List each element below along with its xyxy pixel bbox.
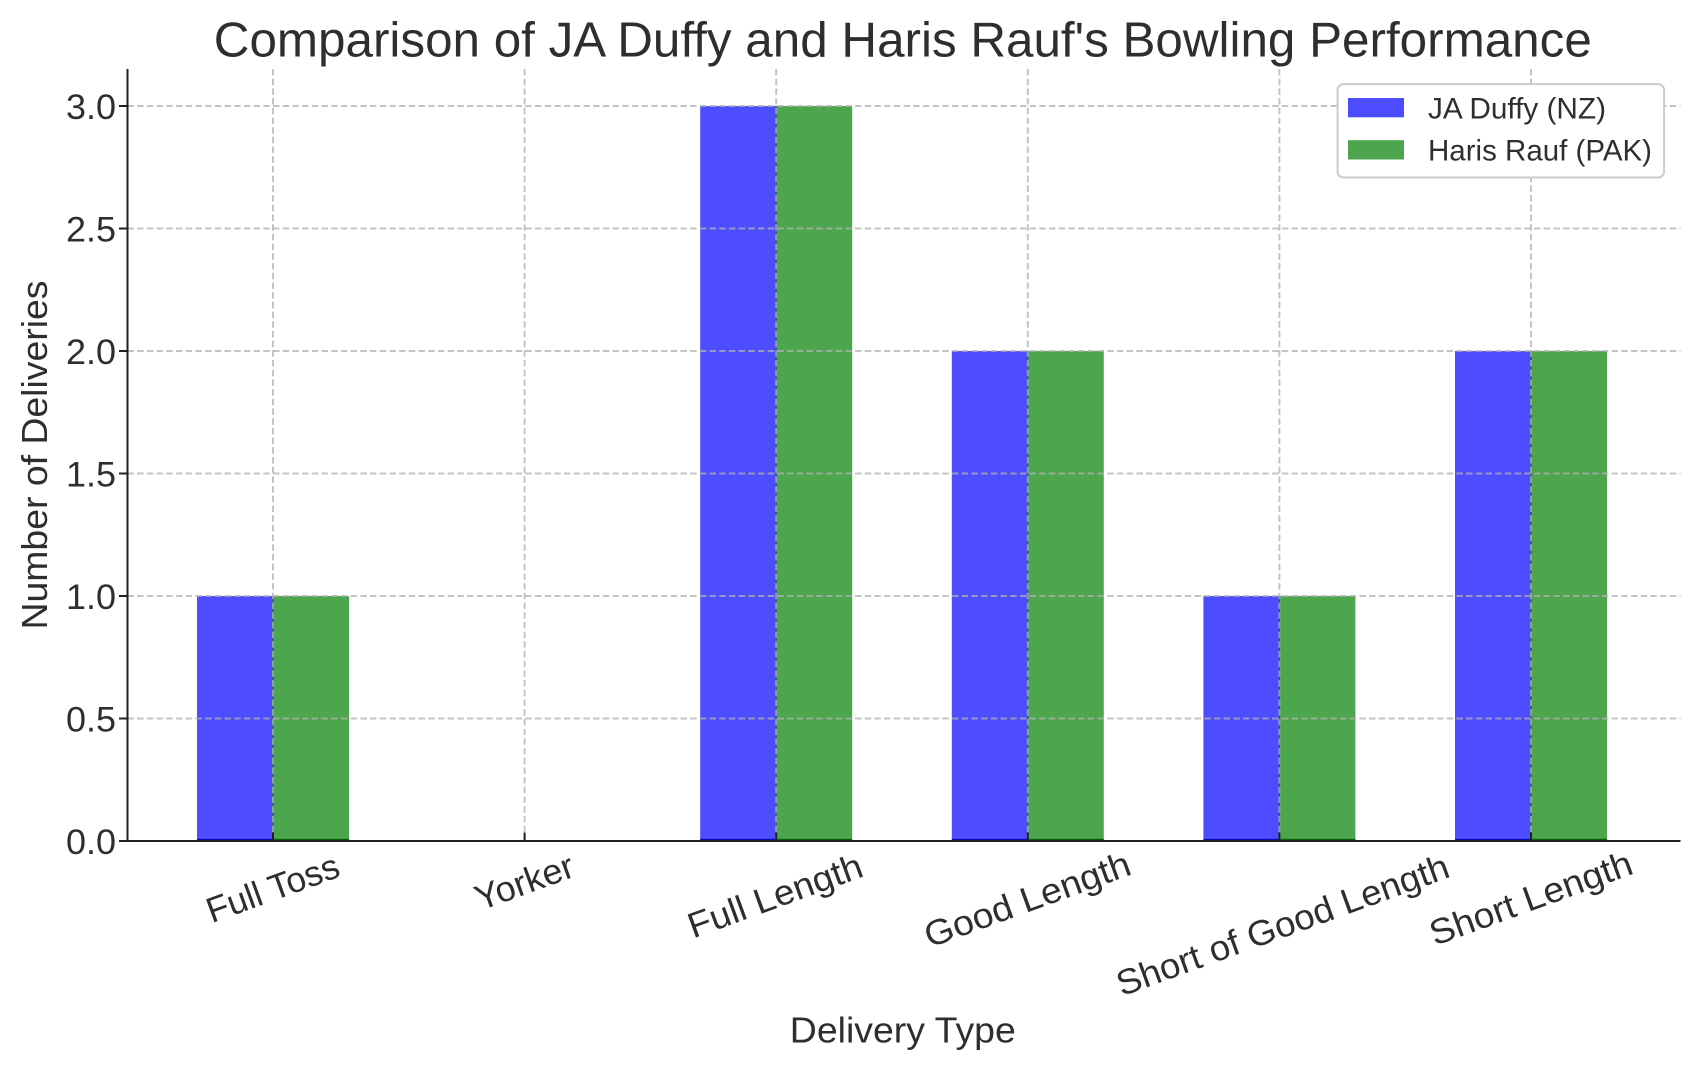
svg-text:3.0: 3.0 xyxy=(66,88,116,127)
svg-text:2.0: 2.0 xyxy=(66,333,116,372)
svg-text:0.5: 0.5 xyxy=(66,701,116,740)
svg-text:Delivery Type: Delivery Type xyxy=(790,1010,1016,1051)
svg-text:1.5: 1.5 xyxy=(66,456,116,495)
svg-text:1.0: 1.0 xyxy=(66,578,116,617)
svg-text:Comparison of JA Duffy and Har: Comparison of JA Duffy and Haris Rauf's … xyxy=(214,13,1592,67)
svg-text:Haris Rauf (PAK): Haris Rauf (PAK) xyxy=(1428,134,1652,167)
svg-text:JA Duffy (NZ): JA Duffy (NZ) xyxy=(1428,92,1606,125)
svg-text:Number of Deliveries: Number of Deliveries xyxy=(14,281,55,630)
svg-text:2.5: 2.5 xyxy=(66,211,116,250)
svg-text:0.0: 0.0 xyxy=(66,823,116,862)
